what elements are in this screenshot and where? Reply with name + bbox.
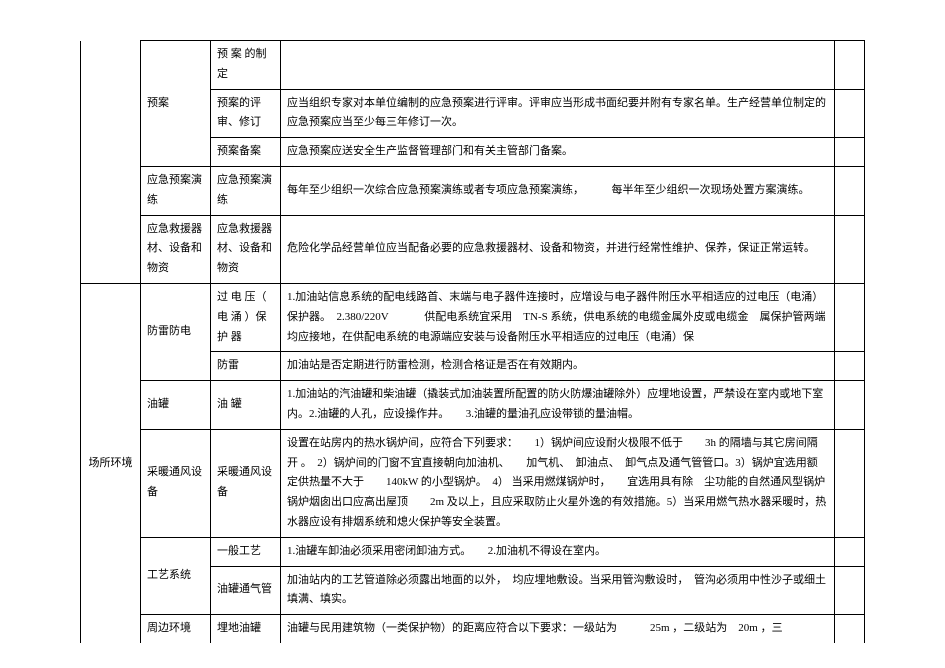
table-row: 应急救援器材、设备和物资 应急救援器材、设备和物资 危险化学品经营单位应当配备必…	[81, 215, 865, 283]
cell	[835, 615, 865, 643]
cell: 加油站内的工艺管道除必须露出地面的以外， 均应埋地敷设。当采用管沟敷设时， 管沟…	[281, 566, 835, 615]
cell: 过 电 压（ 电 涌 ）保 护 器	[211, 283, 281, 351]
cell: 设置在站房内的热水锅炉间，应符合下列要求： 1）锅炉间应设耐火极限不低于 3h …	[281, 429, 835, 537]
cell: 采暖通风设备	[141, 429, 211, 537]
cell: 应急预案演练	[141, 166, 211, 215]
cell	[81, 41, 141, 284]
cell: 油 罐	[211, 381, 281, 430]
cell: 油罐与民用建筑物（一类保护物）的距离应符合以下要求：一级站为 25m ，二级站为…	[281, 615, 835, 643]
cell: 防雷	[211, 352, 281, 381]
table-row: 场所环境 防雷防电 过 电 压（ 电 涌 ）保 护 器 1.加油站信息系统的配电…	[81, 283, 865, 351]
cell: 一般工艺	[211, 537, 281, 566]
cell	[835, 166, 865, 215]
cell: 1.油罐车卸油必须采用密闭卸油方式。 2.加油机不得设在室内。	[281, 537, 835, 566]
cell: 危险化学品经营单位应当配备必要的应急救援器材、设备和物资，并进行经常性维护、保养…	[281, 215, 835, 283]
cell: 1.加油站信息系统的配电线路首、末端与电子器件连接时，应增设与电子器件附压水平相…	[281, 283, 835, 351]
cell: 应当组织专家对本单位编制的应急预案进行评审。评审应当形成书面纪要并附有专家名单。…	[281, 89, 835, 138]
cell	[835, 89, 865, 138]
cell: 每年至少组织一次综合应急预案演练或者专项应急预案演练， 每半年至少组织一次现场处…	[281, 166, 835, 215]
cell: 预案	[141, 41, 211, 167]
cell: 油罐	[141, 381, 211, 430]
cell: 应急预案应送安全生产监督管理部门和有关主管部门备案。	[281, 138, 835, 167]
cell	[835, 381, 865, 430]
table-row: 采暖通风设备 采暖通风设备 设置在站房内的热水锅炉间，应符合下列要求： 1）锅炉…	[81, 429, 865, 537]
cell: 预案备案	[211, 138, 281, 167]
cell: 1.加油站的汽油罐和柴油罐（撬装式加油装置所配置的防火防爆油罐除外）应埋地设置，…	[281, 381, 835, 430]
cell	[835, 537, 865, 566]
cell: 埋地油罐	[211, 615, 281, 643]
cell: 应急救援器材、设备和物资	[141, 215, 211, 283]
cell	[281, 41, 835, 90]
cell: 周边环境	[141, 615, 211, 643]
cell	[835, 352, 865, 381]
table-row: 预案 预 案 的制定	[81, 41, 865, 90]
cell: 预案的评审、修订	[211, 89, 281, 138]
cell	[835, 215, 865, 283]
cell	[835, 138, 865, 167]
table-row: 工艺系统 一般工艺 1.油罐车卸油必须采用密闭卸油方式。 2.加油机不得设在室内…	[81, 537, 865, 566]
table-row: 油罐 油 罐 1.加油站的汽油罐和柴油罐（撬装式加油装置所配置的防火防爆油罐除外…	[81, 381, 865, 430]
cell: 油罐通气管	[211, 566, 281, 615]
cell: 加油站是否定期进行防雷检测，检测合格证是否在有效期内。	[281, 352, 835, 381]
cell: 采暖通风设备	[211, 429, 281, 537]
cell	[835, 41, 865, 90]
cell: 防雷防电	[141, 283, 211, 380]
table-row: 周边环境 埋地油罐 油罐与民用建筑物（一类保护物）的距离应符合以下要求：一级站为…	[81, 615, 865, 643]
cell: 工艺系统	[141, 537, 211, 614]
regulation-table: 预案 预 案 的制定 预案的评审、修订 应当组织专家对本单位编制的应急预案进行评…	[80, 40, 865, 643]
cell	[835, 566, 865, 615]
cell: 应急预案演练	[211, 166, 281, 215]
cell	[835, 283, 865, 351]
table-row: 应急预案演练 应急预案演练 每年至少组织一次综合应急预案演练或者专项应急预案演练…	[81, 166, 865, 215]
cell: 预 案 的制定	[211, 41, 281, 90]
cell: 场所环境	[81, 283, 141, 642]
cell: 应急救援器材、设备和物资	[211, 215, 281, 283]
